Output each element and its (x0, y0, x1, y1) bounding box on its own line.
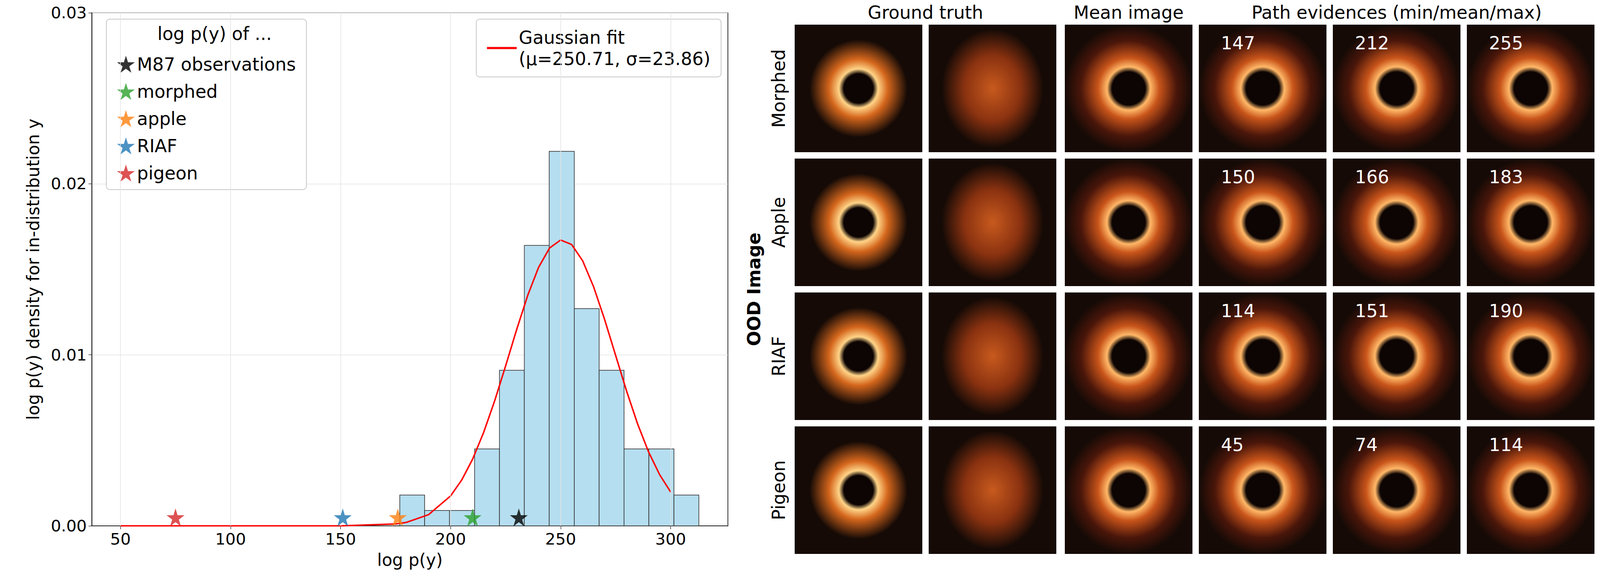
svg-text:Ground truth: Ground truth (867, 2, 984, 23)
svg-text:45: 45 (1220, 434, 1244, 456)
svg-text:190: 190 (1488, 300, 1523, 322)
svg-text:Apple: Apple (768, 196, 790, 249)
svg-text:Path evidences (min/mean/max): Path evidences (min/mean/max) (1251, 2, 1542, 23)
svg-text:RIAF: RIAF (768, 336, 790, 377)
svg-text:50: 50 (110, 530, 131, 549)
svg-text:M87 observations: M87 observations (136, 54, 296, 75)
svg-text:(μ=250.71, σ=23.86): (μ=250.71, σ=23.86) (519, 48, 711, 70)
svg-text:morphed: morphed (136, 81, 218, 103)
svg-text:300: 300 (655, 530, 687, 549)
svg-text:pigeon: pigeon (136, 162, 198, 184)
svg-text:151: 151 (1354, 300, 1389, 322)
svg-text:log p(y): log p(y) (377, 550, 443, 571)
svg-text:log p(y) density for in-distri: log p(y) density for in-distribution y (23, 118, 43, 421)
svg-text:0.01: 0.01 (50, 345, 87, 365)
svg-text:OOD Image: OOD Image (743, 232, 765, 347)
svg-text:Morphed: Morphed (768, 49, 790, 129)
svg-text:Gaussian fit: Gaussian fit (519, 27, 625, 49)
svg-text:250: 250 (545, 530, 577, 549)
svg-text:log p(y) of ...: log p(y) of ... (157, 23, 272, 45)
svg-text:Mean image: Mean image (1073, 2, 1184, 23)
svg-text:74: 74 (1354, 434, 1378, 456)
svg-text:apple: apple (136, 108, 187, 130)
svg-text:0.00: 0.00 (50, 516, 87, 536)
svg-text:183: 183 (1488, 166, 1523, 188)
svg-text:0.02: 0.02 (50, 174, 87, 194)
svg-text:114: 114 (1488, 434, 1523, 456)
svg-text:150: 150 (1220, 166, 1255, 188)
svg-text:255: 255 (1488, 32, 1523, 54)
svg-text:166: 166 (1354, 166, 1389, 188)
svg-text:0.03: 0.03 (50, 3, 87, 23)
svg-text:200: 200 (435, 530, 467, 549)
svg-text:150: 150 (325, 530, 357, 549)
svg-text:147: 147 (1220, 32, 1255, 54)
svg-text:Pigeon: Pigeon (768, 460, 790, 521)
svg-text:212: 212 (1354, 32, 1389, 54)
svg-text:114: 114 (1220, 300, 1255, 322)
svg-text:RIAF: RIAF (136, 135, 177, 157)
svg-text:100: 100 (215, 530, 247, 549)
